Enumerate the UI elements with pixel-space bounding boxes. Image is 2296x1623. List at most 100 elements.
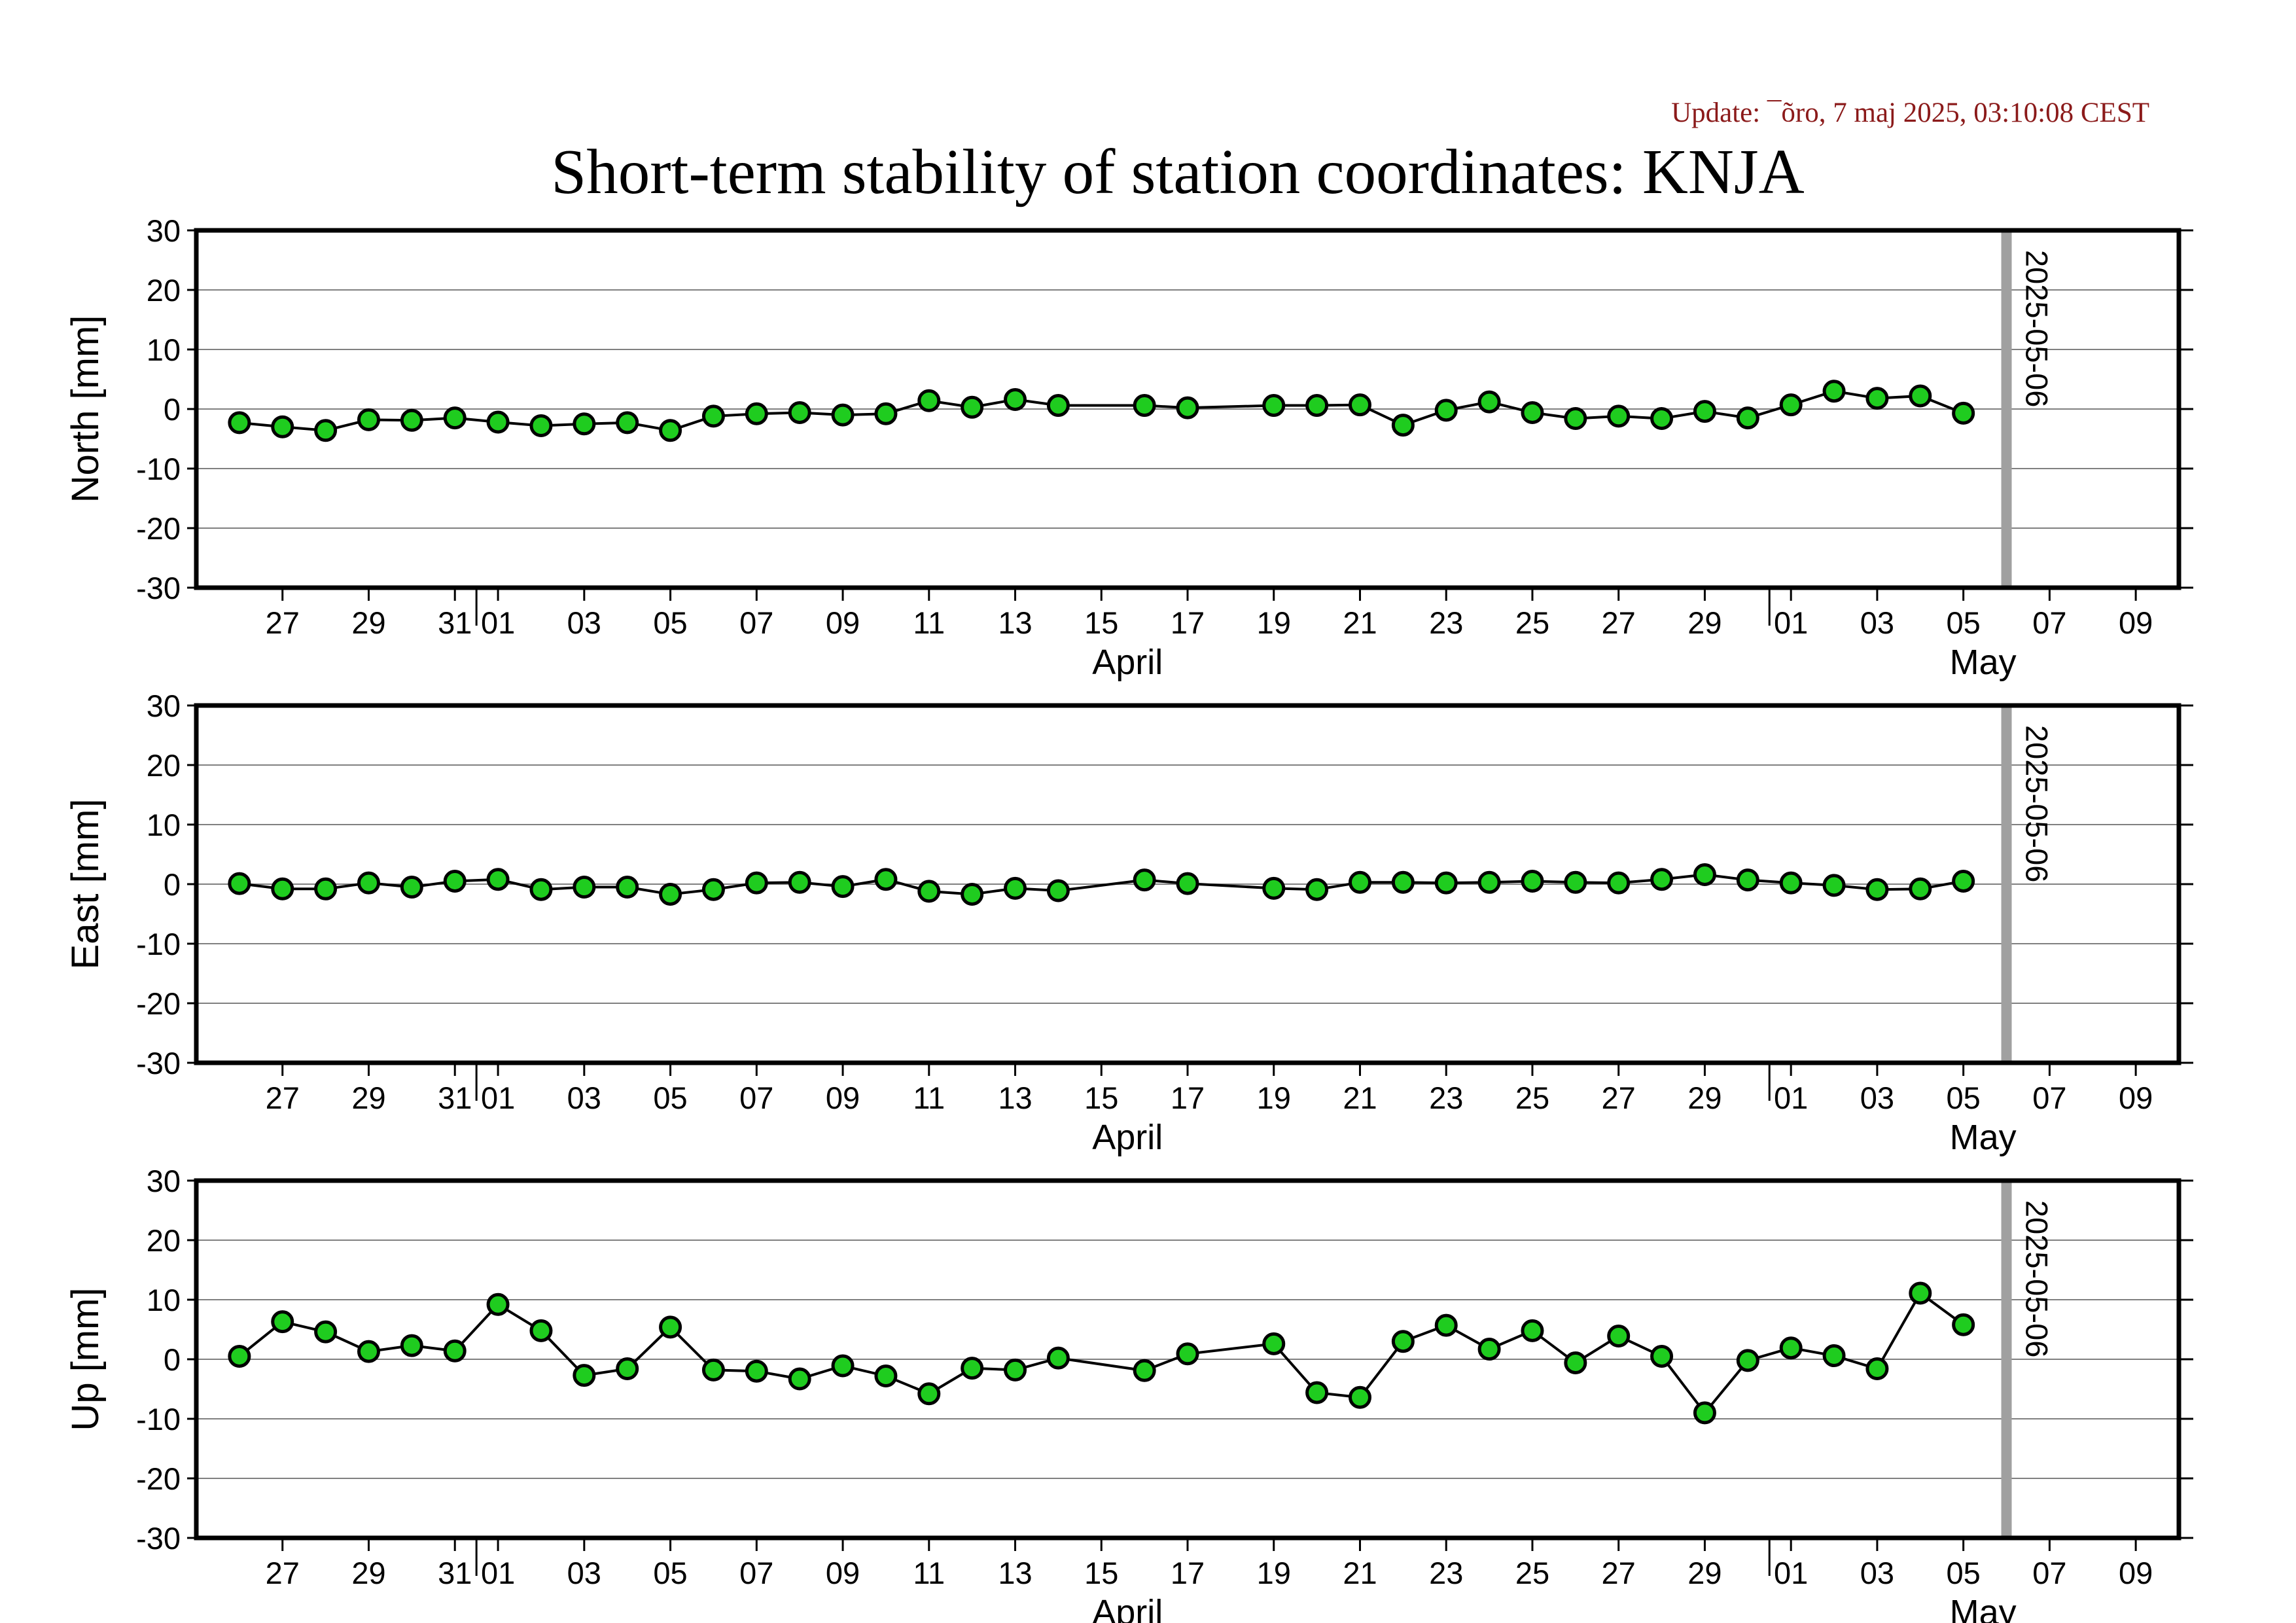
data-point [357, 408, 380, 431]
north-panel: 2025-05-06 30 20 10 0 -10 -20 -30 27 29 31 01 03 05 07… [64, 213, 2193, 682]
data-point [271, 1310, 294, 1334]
data-point [1004, 387, 1027, 411]
data-point [917, 1382, 941, 1406]
x-tick-label: 31 [438, 1080, 472, 1115]
y-tick-label: 0 [164, 392, 181, 427]
x-tick-label: 09 [2119, 605, 2153, 640]
y-tick-label: 10 [147, 808, 181, 842]
x-tick-label: 07 [2032, 605, 2066, 640]
x-tick-label: 07 [739, 1080, 773, 1115]
x-tick-label: 03 [1860, 1080, 1894, 1115]
x-tick-label: 25 [1515, 1080, 1549, 1115]
data-point [788, 870, 811, 894]
data-point [529, 414, 553, 437]
data-point [486, 410, 510, 434]
data-point [1434, 871, 1458, 895]
data-point [1521, 1319, 1544, 1342]
x-tick-label: 01 [1774, 605, 1808, 640]
data-point [1607, 404, 1631, 428]
data-point [616, 876, 639, 899]
data-point [917, 880, 941, 903]
month-label-may: May [1950, 643, 2017, 682]
x-tick-label: 21 [1343, 1556, 1377, 1590]
data-point [271, 415, 294, 438]
y-tick-label: -30 [136, 571, 181, 605]
data-point [745, 402, 768, 425]
x-tick-label: 01 [1774, 1556, 1808, 1590]
plot-frame [194, 703, 2181, 1065]
data-point [1650, 407, 1674, 431]
x-tick-label: 09 [2119, 1556, 2153, 1590]
data-point [1176, 872, 1199, 895]
month-label-april: April [1092, 1593, 1163, 1623]
data-point [961, 1357, 984, 1380]
x-tick-label: 07 [739, 605, 773, 640]
data-point [1004, 876, 1027, 900]
plot-frame [194, 1178, 2181, 1541]
x-tick-label: 17 [1171, 605, 1205, 640]
data-point [1391, 414, 1415, 437]
data-point [1650, 868, 1674, 891]
data-point [486, 1293, 510, 1316]
data-point [1952, 401, 1975, 425]
data-point [1865, 878, 1889, 901]
data-point [659, 1315, 682, 1339]
data-point [616, 1357, 639, 1381]
y-axis-label: Up [mm] [64, 1287, 107, 1431]
y-tick-label: -20 [136, 986, 181, 1021]
y-tick-label: 10 [147, 332, 181, 367]
x-tick-label: 17 [1171, 1556, 1205, 1590]
marker-date-label: 2025-05-06 [2020, 725, 2055, 882]
data-point [1521, 869, 1544, 893]
data-point [1391, 1330, 1415, 1353]
data-point [1434, 1313, 1458, 1337]
x-tick-label: 27 [1602, 1556, 1636, 1590]
y-tick-label: -10 [136, 927, 181, 961]
x-tick-label: 15 [1084, 1080, 1118, 1115]
x-tick-label: 03 [567, 605, 601, 640]
y-tick-label: 30 [147, 1164, 181, 1198]
x-tick-label: 11 [913, 1080, 945, 1115]
data-point [1736, 868, 1759, 892]
data-point [1262, 1332, 1286, 1355]
x-tick-label: 21 [1343, 1080, 1377, 1115]
data-point [443, 1339, 467, 1363]
y-tick-label: -20 [136, 511, 181, 546]
x-tick-label: 05 [653, 1080, 687, 1115]
y-tick-label: -10 [136, 452, 181, 486]
update-timestamp: Update: ¯õro, 7 maj 2025, 03:10:08 CEST [1671, 98, 2149, 128]
month-label-april: April [1092, 643, 1163, 682]
y-tick-label: -20 [136, 1461, 181, 1496]
data-point [443, 406, 467, 430]
x-tick-label: 13 [998, 1556, 1032, 1590]
x-tick-label: 29 [1687, 605, 1722, 640]
data-point [1822, 1344, 1846, 1368]
y-tick-label: -30 [136, 1521, 181, 1556]
x-tick-label: 27 [1602, 1080, 1636, 1115]
y-tick-label: 20 [147, 273, 181, 308]
data-point [1564, 1351, 1587, 1374]
marker-date-label: 2025-05-06 [2020, 1200, 2055, 1357]
data-point [1693, 863, 1716, 886]
data-point [1348, 1385, 1371, 1409]
x-tick-label: 09 [2119, 1080, 2153, 1115]
data-point [228, 411, 251, 435]
x-tick-label: 29 [351, 605, 385, 640]
x-tick-label: 11 [913, 605, 945, 640]
data-point [1348, 393, 1371, 417]
x-tick-label: 03 [1860, 1556, 1894, 1590]
x-tick-label: 23 [1429, 1556, 1463, 1590]
data-point [917, 389, 941, 412]
x-tick-label: 19 [1257, 1556, 1291, 1590]
y-tick-label: -10 [136, 1402, 181, 1436]
x-tick-label: 29 [1687, 1080, 1722, 1115]
data-point [701, 878, 725, 901]
up-panel: 2025-05-06 30 20 10 0 -10 -20 -30 27 29 31 01 03 05 07… [64, 1164, 2193, 1623]
data-point [357, 1340, 380, 1363]
x-tick-label: 09 [826, 1556, 860, 1590]
data-point [228, 872, 251, 895]
data-point [1909, 877, 1932, 901]
data-point [1391, 870, 1415, 894]
x-tick-label: 13 [998, 1080, 1032, 1115]
